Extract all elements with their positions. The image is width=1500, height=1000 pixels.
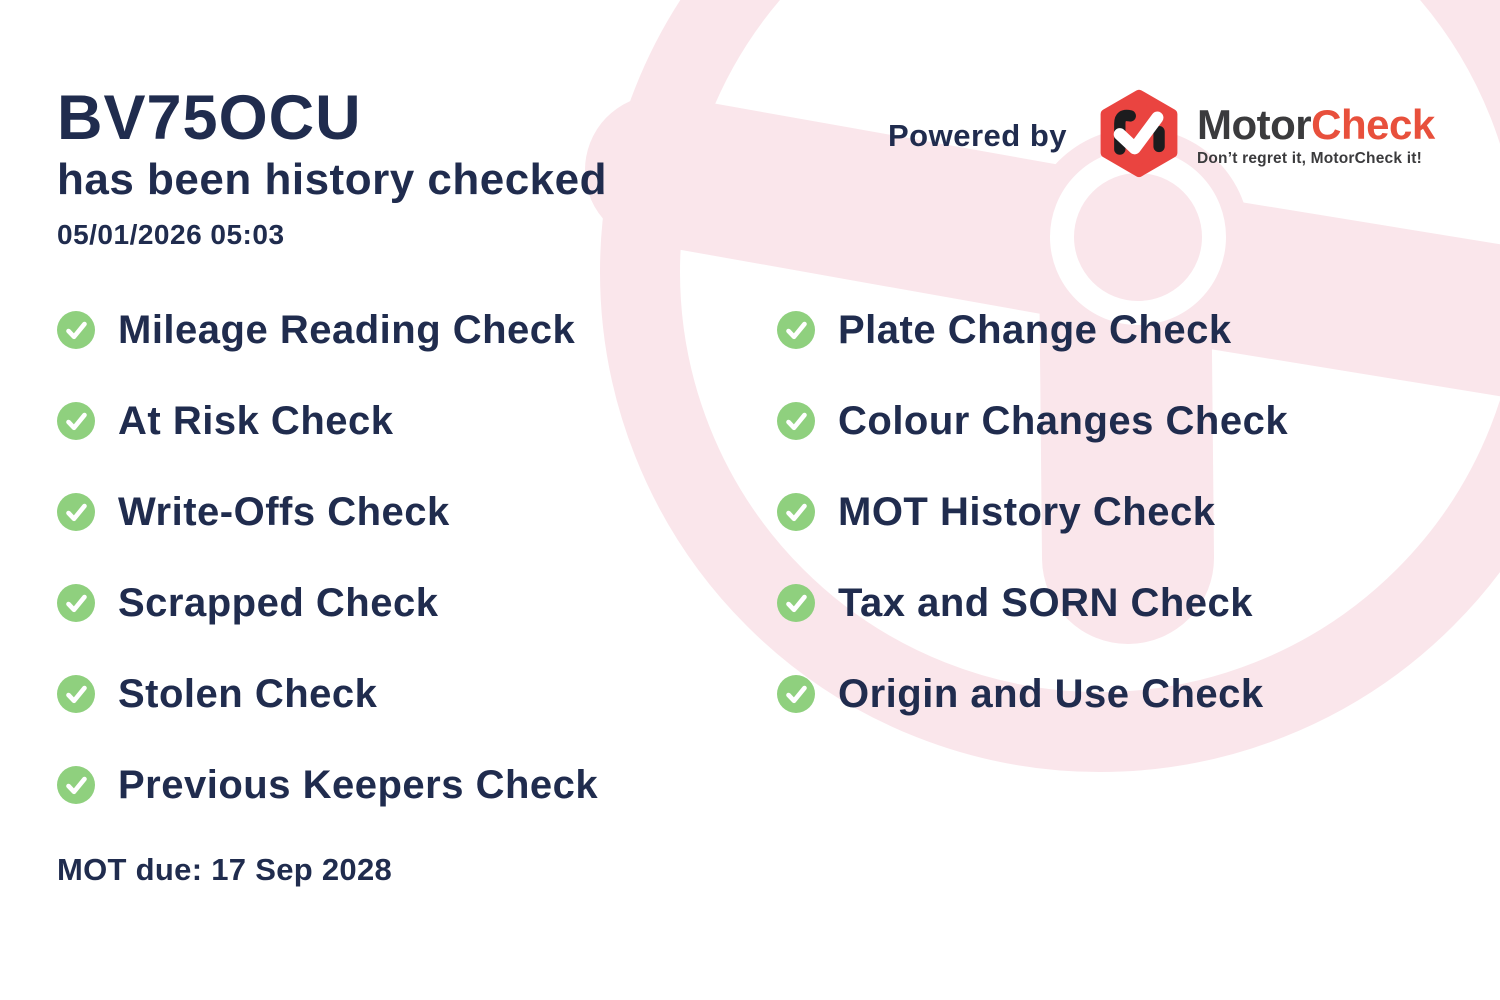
check-list-left: Mileage Reading Check At Risk Check Writ…: [57, 308, 598, 857]
registration-plate: BV75OCU: [57, 83, 362, 153]
check-list-item: Write-Offs Check: [57, 490, 598, 534]
check-circle-icon: [777, 402, 815, 440]
brand-wordmark: MotorCheck: [1197, 104, 1435, 146]
powered-by-label: Powered by: [888, 118, 1067, 153]
check-circle-icon: [777, 311, 815, 349]
check-list-item: MOT History Check: [777, 490, 1288, 534]
mot-due-label: MOT due: 17 Sep 2028: [57, 852, 393, 887]
brand-name-motor: Motor: [1197, 101, 1312, 148]
check-list-item: Origin and Use Check: [777, 672, 1288, 716]
check-list-item: Plate Change Check: [777, 308, 1288, 352]
check-list-item: Previous Keepers Check: [57, 763, 598, 807]
check-circle-icon: [777, 675, 815, 713]
check-list-item: Stolen Check: [57, 672, 598, 716]
check-circle-icon: [57, 766, 95, 804]
check-item-label: Stolen Check: [118, 671, 378, 716]
check-item-label: Origin and Use Check: [838, 671, 1264, 716]
check-list-item: Scrapped Check: [57, 581, 598, 625]
brand-text: MotorCheck Don’t regret it, MotorCheck i…: [1197, 104, 1435, 168]
check-list-item: At Risk Check: [57, 399, 598, 443]
steering-wheel-rim: [600, 0, 1500, 772]
brand-name-check: Check: [1311, 101, 1435, 148]
check-circle-icon: [57, 584, 95, 622]
check-circle-icon: [777, 493, 815, 531]
check-circle-icon: [57, 493, 95, 531]
check-list-item: Tax and SORN Check: [777, 581, 1288, 625]
check-circle-icon: [777, 584, 815, 622]
motorcheck-logo-icon: [1100, 89, 1178, 178]
check-item-label: Previous Keepers Check: [118, 762, 599, 807]
check-item-label: Scrapped Check: [118, 580, 439, 625]
check-list-item: Colour Changes Check: [777, 399, 1288, 443]
brand-block: Powered by MotorCheck Don’t regret it, M…: [888, 88, 1435, 184]
check-list-item: Mileage Reading Check: [57, 308, 598, 352]
check-circle-icon: [57, 402, 95, 440]
check-circle-icon: [57, 675, 95, 713]
check-item-label: Colour Changes Check: [838, 398, 1289, 443]
brand-tagline: Don’t regret it, MotorCheck it!: [1197, 150, 1422, 167]
check-item-label: Tax and SORN Check: [838, 580, 1254, 625]
subtitle: has been history checked: [57, 155, 607, 205]
check-list-right: Plate Change Check Colour Changes Check …: [777, 308, 1288, 766]
check-item-label: Write-Offs Check: [118, 489, 450, 534]
headline-block: BV75OCU has been history checked 05/01/2…: [57, 83, 607, 251]
check-item-label: Mileage Reading Check: [118, 307, 576, 352]
check-item-label: At Risk Check: [118, 398, 394, 443]
check-circle-icon: [57, 311, 95, 349]
check-item-label: MOT History Check: [838, 489, 1216, 534]
check-item-label: Plate Change Check: [838, 307, 1232, 352]
check-timestamp: 05/01/2026 05:03: [57, 219, 285, 251]
